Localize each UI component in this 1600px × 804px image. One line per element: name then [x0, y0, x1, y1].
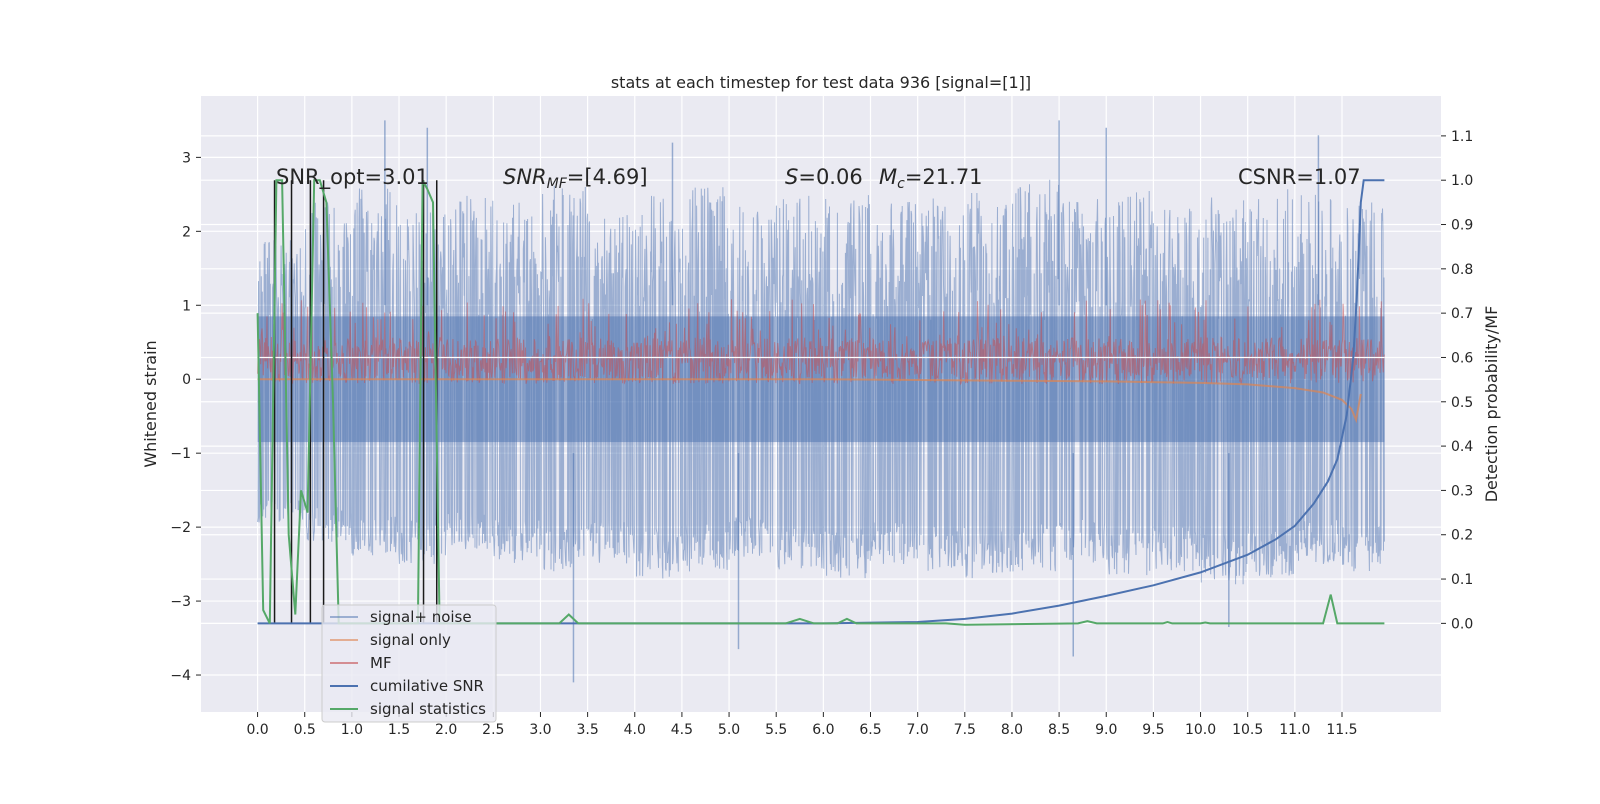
x-tick-label: 8.5: [1048, 722, 1070, 738]
y-left-tick-label: −1: [170, 446, 191, 462]
annotation-snr-mf-rest: =[4.69]: [567, 165, 648, 189]
y-right-tick-label: 0.9: [1451, 218, 1473, 234]
x-tick-label: 2.0: [435, 722, 457, 738]
chart-title: stats at each timestep for test data 936…: [611, 73, 1031, 92]
x-tick-label: 5.5: [765, 722, 787, 738]
annotation-s: S=0.06: [785, 165, 863, 189]
x-tick-label: 8.0: [1001, 722, 1023, 738]
annotation-snr-mf-sub: MF: [547, 176, 568, 192]
x-tick-label: 0.5: [294, 722, 316, 738]
x-tick-label: 9.5: [1142, 722, 1164, 738]
y-right-tick-label: 0.0: [1451, 616, 1473, 632]
x-tick-label: 1.5: [388, 722, 410, 738]
x-tick-label: 9.0: [1095, 722, 1117, 738]
x-tick-label: 11.0: [1279, 722, 1310, 738]
y-left-tick-label: −3: [170, 594, 191, 610]
legend: signal+ noise signal only MF cumilative …: [321, 604, 497, 723]
y-axis-left-title: Whitened strain: [141, 340, 160, 467]
x-tick-label: 7.5: [954, 722, 976, 738]
y-left-tick-label: 2: [182, 224, 191, 240]
legend-label-signal-statistics: signal statistics: [370, 700, 486, 718]
x-tick-label: 5.0: [718, 722, 740, 738]
y-right-tick-label: 0.7: [1451, 306, 1473, 322]
y-right-tick-label: 0.2: [1451, 528, 1473, 544]
annotation-mc-rest: =21.71: [905, 165, 983, 189]
x-tick-label: 3.5: [576, 722, 598, 738]
y-left-tick-label: 3: [182, 150, 191, 166]
y-right-tick-label: 0.4: [1451, 439, 1473, 455]
series-signal-only: [257, 378, 1362, 424]
x-tick-label: 4.5: [671, 722, 693, 738]
y-right-tick-label: 0.1: [1451, 572, 1473, 588]
x-tick-label: 3.0: [529, 722, 551, 738]
legend-label-signal-noise: signal+ noise: [370, 608, 472, 626]
y-right-tick-label: 1.1: [1451, 129, 1473, 145]
series-signal-statistics: [256, 179, 1385, 626]
annotation-s-rest: =0.06: [798, 165, 862, 189]
annotation-csnr: CSNR=1.07: [1238, 165, 1361, 189]
x-tick-label: 10.5: [1232, 722, 1263, 738]
series-mf: [257, 298, 1385, 386]
annotation-mc-main: M: [879, 165, 897, 189]
x-tick-label: 2.5: [482, 722, 504, 738]
annotation-snr-mf-main: SNR: [503, 165, 547, 189]
x-tick-label: 6.0: [812, 722, 834, 738]
tick-layer: 0.0 0.5 1.0 1.5 2.0 2.5 3.0 3.5 4.0 4.5 5.0 5.5 6.0 6…: [170, 129, 1473, 738]
annotation-mc-sub: c: [897, 176, 905, 192]
x-tick-label: 1.0: [341, 722, 363, 738]
series-signal-noise: [257, 179, 1385, 585]
x-tick-label: 10.0: [1185, 722, 1216, 738]
y-right-tick-label: 0.8: [1451, 262, 1473, 278]
annotation-snr-opt: SNR_opt=3.01: [276, 165, 429, 190]
y-right-tick-label: 1.0: [1451, 173, 1473, 189]
x-tick-label: 6.5: [859, 722, 881, 738]
y-left-tick-label: −2: [170, 520, 191, 536]
annotation-snr-mf: SNRMF=[4.69]: [503, 165, 648, 192]
legend-box: [321, 604, 497, 723]
x-tick-label: 11.5: [1326, 722, 1357, 738]
y-right-tick-label: 0.6: [1451, 350, 1473, 366]
legend-label-signal-only: signal only: [370, 631, 451, 649]
x-tick-label: 4.0: [624, 722, 646, 738]
y-left-tick-label: 1: [182, 298, 191, 314]
legend-label-cumulative-snr: cumilative SNR: [370, 677, 484, 695]
series-cumulative-snr: [257, 179, 1385, 625]
y-left-tick-label: 0: [182, 372, 191, 388]
series-layer: [256, 120, 1385, 683]
annotation-mc: Mc=21.71: [879, 165, 983, 192]
x-tick-label: 0.0: [246, 722, 268, 738]
legend-label-mf: MF: [370, 654, 392, 672]
y-right-tick-label: 0.5: [1451, 395, 1473, 411]
annotation-s-main: S: [785, 165, 798, 189]
x-tick-label: 7.0: [907, 722, 929, 738]
y-axis-right-title: Detection probability/MF: [1482, 306, 1501, 503]
y-left-tick-label: −4: [170, 668, 191, 684]
y-right-tick-label: 0.3: [1451, 483, 1473, 499]
